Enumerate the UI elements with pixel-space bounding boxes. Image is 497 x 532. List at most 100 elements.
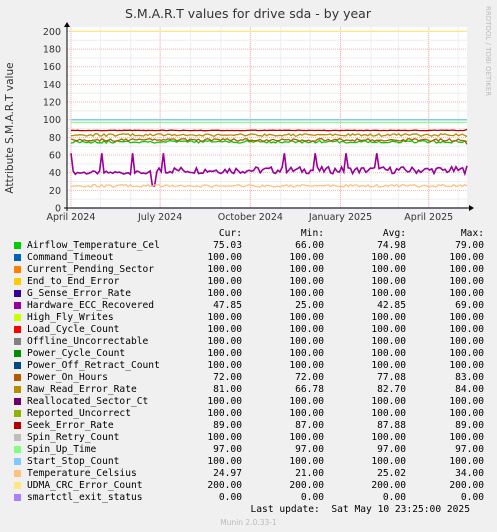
y-axis-arrow <box>64 22 70 27</box>
legend-cur-value: 97.00 <box>213 444 242 455</box>
legend-cur-value: 100.00 <box>207 396 242 407</box>
legend-cur-value: 100.00 <box>207 456 242 467</box>
legend-swatch <box>14 386 21 393</box>
legend-avg-value: 200.00 <box>371 480 406 491</box>
legend-avg-value: 100.00 <box>371 432 406 443</box>
legend-swatch <box>14 446 21 453</box>
legend-max-value: 200.00 <box>449 480 484 491</box>
legend-row: Current_Pending_Sector 100.00 100.00 100.00… <box>14 264 484 276</box>
legend-avg-value: 87.88 <box>377 420 406 431</box>
legend-row: Raw_Read_Error_Rate 81.00 66.78 82.70 84.00 <box>14 384 484 396</box>
legend-min-value: 100.00 <box>289 312 324 323</box>
legend-max-value: 79.00 <box>455 240 484 251</box>
legend-min-value: 0.00 <box>300 492 324 503</box>
legend-swatch <box>14 494 21 501</box>
legend-cur-value: 89.00 <box>213 420 242 431</box>
legend-swatch <box>14 278 21 285</box>
legend-min-value: 100.00 <box>289 396 324 407</box>
legend-series-name: Spin_Up_Time <box>27 444 97 455</box>
legend-cur-value: 100.00 <box>207 276 242 287</box>
legend-row: G_Sense_Error_Rate 100.00 100.00 100.00 100.… <box>14 288 484 300</box>
smart-chart: S.M.A.R.T values for drive sda - by year… <box>4 6 492 223</box>
legend-series-name: Start_Stop_Count <box>27 456 120 467</box>
legend-avg-value: 100.00 <box>371 348 406 359</box>
x-tick-label: January 2025 <box>308 212 372 223</box>
legend-min-value: 100.00 <box>289 360 324 371</box>
legend-series-name: Raw_Read_Error_Rate <box>27 384 137 395</box>
legend-row: UDMA_CRC_Error_Count 200.00 200.00 200.00 20… <box>14 480 484 492</box>
legend-avg-value: 42.85 <box>377 300 406 311</box>
legend-max-value: 100.00 <box>449 336 484 347</box>
legend-series-name: Command_Timeout <box>27 252 114 263</box>
legend-row: Offline_Uncorrectable 100.00 100.00 100.00 1… <box>14 336 484 348</box>
legend-swatch <box>14 434 21 441</box>
legend-max-value: 100.00 <box>449 396 484 407</box>
legend-max-value: 100.00 <box>449 360 484 371</box>
series-line <box>70 153 468 187</box>
legend-series-name: Hardware_ECC_Recovered <box>27 300 155 311</box>
legend-max-value: 100.00 <box>449 456 484 467</box>
legend-min-value: 100.00 <box>289 264 324 275</box>
legend-min-value: 100.00 <box>289 276 324 287</box>
legend-cur-value: 75.03 <box>213 240 242 251</box>
legend-row: Seek_Error_Rate 89.00 87.00 87.88 89.00 <box>14 420 484 432</box>
legend-cur-value: 100.00 <box>207 348 242 359</box>
legend-max-value: 83.00 <box>455 372 484 383</box>
legend-avg-value: 74.98 <box>377 240 406 251</box>
series-lines <box>70 30 468 209</box>
legend-row: Airflow_Temperature_Cel 75.03 66.00 74.98 79… <box>14 240 484 252</box>
y-axis-label: Attribute S.M.A.R.T value <box>4 62 16 193</box>
legend-min-value: 87.00 <box>295 420 324 431</box>
legend-swatch <box>14 242 21 249</box>
legend-series-name: Seek_Error_Rate <box>27 420 114 431</box>
legend-max-value: 100.00 <box>449 312 484 323</box>
legend-max-value: 97.00 <box>455 444 484 455</box>
legend-series-name: Power_On_Hours <box>27 372 108 383</box>
legend-row: Spin_Up_Time 97.00 97.00 97.00 97.00 <box>14 444 484 456</box>
series-line <box>70 137 468 145</box>
legend-avg-value: 82.70 <box>377 384 406 395</box>
legend-rows: Airflow_Temperature_Cel 75.03 66.00 74.98 79… <box>14 240 484 504</box>
legend-series-name: End_to_End_Error <box>27 276 120 287</box>
legend-header: Cur: Min: Avg: Max: <box>14 228 484 240</box>
legend-table: Cur: Min: Avg: Max: Airflow_Temperature_… <box>14 228 484 504</box>
legend-row: Spin_Retry_Count 100.00 100.00 100.00 100.00 <box>14 432 484 444</box>
legend-min-value: 25.00 <box>295 300 324 311</box>
series-line <box>70 128 468 132</box>
legend-avg-value: 100.00 <box>371 360 406 371</box>
legend-row: High_Fly_Writes 100.00 100.00 100.00 100.00 <box>14 312 484 324</box>
chart-title: S.M.A.R.T values for drive sda - by year <box>125 6 372 21</box>
legend-avg-value: 25.02 <box>377 468 406 479</box>
legend-avg-value: 100.00 <box>371 312 406 323</box>
legend-swatch <box>14 266 21 273</box>
legend-cur-value: 0.00 <box>218 492 242 503</box>
legend-swatch <box>14 362 21 369</box>
legend-swatch <box>14 290 21 297</box>
y-tick-label: 140 <box>43 80 61 91</box>
legend-max-value: 100.00 <box>449 264 484 275</box>
legend-min-value: 21.00 <box>295 468 324 479</box>
legend-swatch <box>14 350 21 357</box>
y-tick-label: 60 <box>49 151 61 162</box>
legend-max-value: 100.00 <box>449 324 484 335</box>
legend-cur-value: 72.00 <box>213 372 242 383</box>
last-update: Last update: Sat May 10 23:25:00 2025 <box>250 504 471 515</box>
legend-swatch <box>14 254 21 261</box>
legend-avg-value: 100.00 <box>371 408 406 419</box>
legend-row: smartctl_exit_status 0.00 0.00 0.00 0.00 <box>14 492 484 504</box>
legend-swatch <box>14 410 21 417</box>
legend-swatch <box>14 326 21 333</box>
legend-series-name: smartctl_exit_status <box>27 492 143 503</box>
legend-avg-value: 100.00 <box>371 456 406 467</box>
legend-cur-value: 100.00 <box>207 408 242 419</box>
col-min-header: Min: <box>300 228 324 239</box>
x-tick-label: April 2024 <box>46 212 95 223</box>
y-tick-label: 40 <box>49 168 61 179</box>
y-tick-label: 160 <box>43 62 61 73</box>
x-tick-label: July 2024 <box>137 212 182 223</box>
legend-avg-value: 100.00 <box>371 252 406 263</box>
y-tick-label: 100 <box>43 115 61 126</box>
y-tick-label: 180 <box>43 45 61 56</box>
legend-max-value: 100.00 <box>449 276 484 287</box>
legend-max-value: 100.00 <box>449 252 484 263</box>
